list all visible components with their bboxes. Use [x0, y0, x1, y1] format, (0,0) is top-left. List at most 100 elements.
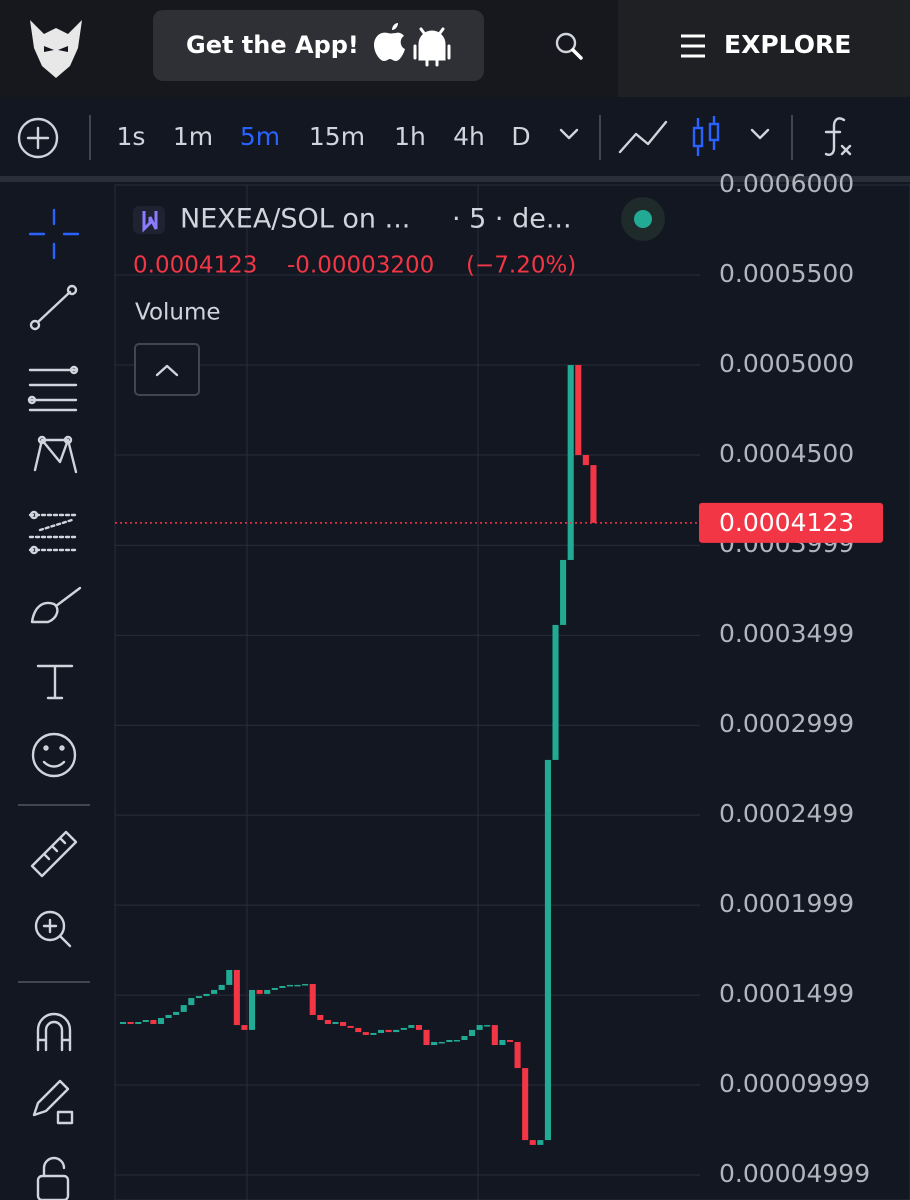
- study-label[interactable]: Volume: [135, 300, 221, 326]
- candle-body: [248, 989, 256, 1030]
- interval-dropdown[interactable]: [559, 128, 579, 140]
- candle-body: [529, 1140, 536, 1145]
- symbol-logo: [142, 211, 158, 233]
- candle-body: [506, 1039, 514, 1042]
- candle-body: [233, 969, 240, 1026]
- candle-body: [560, 559, 567, 625]
- zoom-tool[interactable]: [34, 910, 72, 948]
- candle-body: [499, 1039, 506, 1046]
- chart-pane: [114, 184, 910, 1200]
- candle-body: [567, 365, 574, 560]
- y-tick-label: 0.0001999: [719, 889, 854, 918]
- candle-body: [514, 1041, 521, 1069]
- collapse-button[interactable]: [134, 343, 200, 396]
- indicators-icon[interactable]: [824, 117, 852, 156]
- candle-body: [317, 1014, 324, 1021]
- candle-body: [491, 1025, 498, 1046]
- logo[interactable]: [30, 20, 82, 78]
- add-icon[interactable]: [17, 117, 59, 159]
- text-tool[interactable]: [36, 664, 74, 700]
- candle-body: [127, 1021, 134, 1024]
- candle-body: [241, 1025, 248, 1030]
- explore-label[interactable]: EXPLORE: [724, 30, 851, 59]
- collapse-chevron: [155, 364, 179, 377]
- app-button[interactable]: [153, 10, 484, 81]
- interval-button[interactable]: 1h: [394, 122, 426, 151]
- explore-bg[interactable]: [618, 0, 910, 97]
- candle-body: [271, 987, 278, 990]
- candle-body: [438, 1041, 445, 1044]
- add-plus: [26, 126, 50, 150]
- logo-eyes: [44, 46, 68, 52]
- candle-body: [575, 365, 582, 456]
- interval-button[interactable]: 1s: [117, 122, 146, 151]
- candle-body: [120, 1021, 127, 1024]
- candle-body: [552, 624, 559, 760]
- candle-body: [423, 1029, 430, 1046]
- status-dot: [634, 210, 652, 228]
- interval-button[interactable]: 5m: [240, 122, 280, 151]
- interval-button[interactable]: 4h: [453, 122, 485, 151]
- legend-change-pct: (−7.20%): [466, 253, 576, 279]
- candle-body: [408, 1025, 415, 1028]
- apple-icon: [374, 23, 405, 61]
- interval-button[interactable]: 15m: [309, 122, 365, 151]
- interval-button[interactable]: D: [511, 122, 530, 151]
- candle-icon[interactable]: [692, 116, 720, 156]
- candle-body: [400, 1027, 407, 1030]
- candle-body: [461, 1036, 468, 1040]
- lock-draw-tool[interactable]: [32, 1079, 74, 1125]
- y-tick-label: 0.0006000: [719, 169, 854, 198]
- candle-body: [347, 1025, 354, 1028]
- candle-body: [590, 465, 597, 523]
- candle-body: [446, 1039, 453, 1042]
- candle-body: [484, 1025, 491, 1027]
- price-axis: 0.0006000 0.0005500 0.0005000 0.0004500 0.00…: [699, 169, 883, 1188]
- candle-body: [226, 969, 233, 985]
- candle-body: [393, 1029, 400, 1033]
- android-icon: [413, 27, 451, 67]
- last-price-tag: [699, 502, 883, 543]
- candle-body: [142, 1020, 149, 1022]
- candle-body: [256, 989, 263, 994]
- line-chart-icon[interactable]: [618, 120, 668, 154]
- candle-body: [180, 1005, 187, 1012]
- candle-body: [203, 993, 210, 997]
- fib-tool[interactable]: [27, 365, 79, 412]
- y-tick-label: 0.0004500: [719, 439, 854, 468]
- crosshair-tool[interactable]: [28, 208, 80, 260]
- legend-change: -0.00003200: [287, 253, 434, 279]
- y-tick-label: 0.00004999: [719, 1159, 870, 1188]
- emoji-tool[interactable]: [31, 732, 77, 778]
- symbol[interactable]: NEXEA/SOL on ...: [180, 204, 410, 235]
- candle-body: [264, 989, 271, 994]
- candle-body: [173, 1011, 180, 1015]
- candle-body: [294, 984, 301, 987]
- candle-body: [150, 1020, 157, 1024]
- candle-body: [476, 1025, 483, 1030]
- plot: [115, 184, 700, 1176]
- ruler-tool[interactable]: [30, 830, 78, 878]
- projection-tool[interactable]: [28, 510, 78, 555]
- interval-button[interactable]: 1m: [173, 122, 213, 151]
- candle-body: [431, 1041, 438, 1046]
- tools-panel: [0, 185, 107, 1200]
- candle-body: [302, 984, 309, 986]
- y-tick-label: 0.00009999: [719, 1069, 870, 1098]
- pattern-tool[interactable]: [33, 435, 78, 474]
- brush-tool[interactable]: [30, 586, 82, 624]
- trend-line-tool[interactable]: [29, 284, 78, 331]
- candle-body: [522, 1068, 529, 1141]
- menu-icon: [681, 34, 705, 58]
- last-price-label: 0.0004123: [719, 508, 854, 537]
- search-icon[interactable]: [555, 32, 577, 54]
- candle-body: [188, 998, 195, 1006]
- app-button-label: Get the App!: [186, 31, 359, 59]
- style-dropdown[interactable]: [750, 128, 770, 140]
- lock-tool[interactable]: [36, 1156, 70, 1200]
- candle-body: [544, 759, 551, 1141]
- candle-body: [135, 1021, 142, 1024]
- magnet-tool[interactable]: [36, 1012, 72, 1052]
